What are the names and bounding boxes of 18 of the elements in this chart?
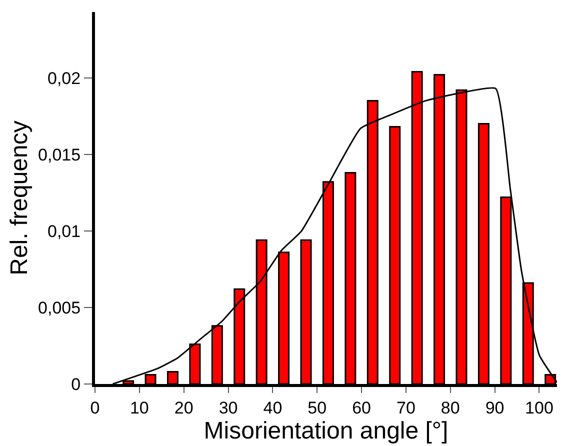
x-axis-title: Misorientation angle [°]: [204, 417, 448, 444]
x-tick-label: 60: [352, 398, 371, 418]
x-tick-label: 20: [174, 398, 194, 418]
y-tick-label: 0,01: [48, 222, 81, 241]
x-tick-label: 90: [485, 398, 504, 418]
x-tick-label: 0: [90, 398, 100, 418]
x-tick-label: 50: [308, 398, 327, 418]
y-tick-label: 0,02: [48, 68, 81, 88]
x-tick-label: 80: [440, 398, 460, 418]
y-tick-label: 0,015: [38, 145, 81, 164]
y-axis-title: Rel. frequency: [6, 120, 34, 276]
x-tick-label: 70: [396, 398, 416, 418]
x-tick-label: 10: [130, 398, 149, 418]
y-tick-label: 0: [71, 374, 81, 394]
x-tick-label: 100: [525, 398, 554, 418]
x-tick-label: 30: [218, 398, 238, 418]
y-tick-label: 0,005: [38, 298, 81, 318]
x-tick-label: 40: [263, 398, 282, 418]
